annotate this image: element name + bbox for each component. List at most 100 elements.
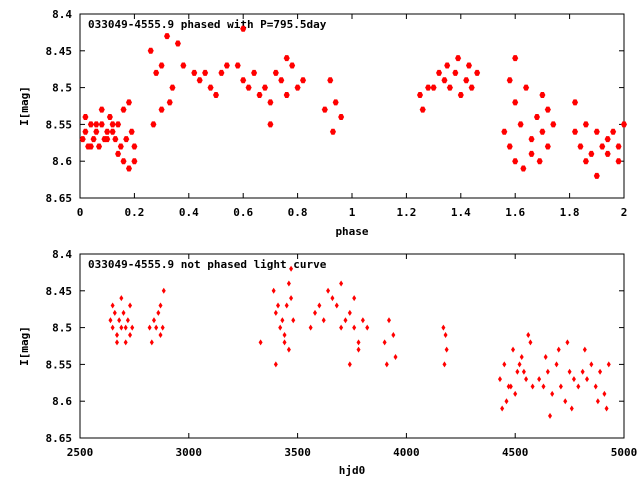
data-point [544, 143, 551, 150]
data-point [110, 302, 115, 309]
axis-ticks: 0 0.2 0.4 0.6 0.8 1 1.2 1.4 1.6 1.8 2 8.4 8.45 8.5 8.5… [46, 8, 628, 219]
data-point [537, 376, 542, 383]
data-point [563, 398, 568, 405]
data-point [294, 84, 301, 91]
data-point [280, 317, 285, 324]
data-point [87, 121, 94, 128]
data-point [93, 128, 100, 135]
data-point [571, 376, 576, 383]
y-tick-label: 8.65 [46, 432, 73, 445]
data-point [569, 405, 574, 412]
data-point [513, 390, 518, 397]
data-point [604, 405, 609, 412]
data-point [457, 91, 464, 98]
data-point [271, 287, 276, 294]
data-point [391, 331, 396, 338]
data-point [128, 128, 135, 135]
data-point [258, 339, 263, 346]
x-tick-label: 4000 [393, 446, 420, 459]
data-point [356, 339, 361, 346]
data-point [539, 128, 546, 135]
data-point [474, 69, 481, 76]
x-tick-label: 0.8 [288, 206, 308, 219]
x-tick-label: 0.4 [179, 206, 199, 219]
data-point [455, 55, 462, 62]
data-point [550, 390, 555, 397]
data-point [169, 84, 176, 91]
data-point [541, 383, 546, 390]
data-point [352, 324, 357, 331]
x-tick-label: 0 [77, 206, 84, 219]
data-point [585, 376, 590, 383]
y-axis-title: I[mag] [18, 86, 31, 126]
x-tick-label: 2500 [67, 446, 94, 459]
data-point [276, 302, 281, 309]
data-point [284, 302, 289, 309]
data-point [599, 143, 606, 150]
data-points [79, 25, 627, 179]
data-point [536, 158, 543, 165]
data-point [352, 295, 357, 302]
data-point [512, 55, 519, 62]
data-point [87, 143, 94, 150]
data-point [543, 354, 548, 361]
x-tick-label: 1.2 [396, 206, 416, 219]
data-point [123, 339, 128, 346]
data-point [286, 280, 291, 287]
data-point [593, 172, 600, 179]
data-point [291, 317, 296, 324]
data-point [442, 361, 447, 368]
data-point [554, 361, 559, 368]
data-point [79, 136, 86, 143]
data-point [110, 324, 115, 331]
data-point [151, 317, 156, 324]
data-point [356, 346, 361, 353]
data-point [615, 158, 622, 165]
x-axis-title: hjd0 [339, 464, 366, 477]
data-point [360, 317, 365, 324]
data-point [149, 339, 154, 346]
data-point [251, 69, 258, 76]
y-tick-label: 8.55 [46, 358, 73, 371]
data-point [621, 121, 627, 128]
data-point [154, 324, 159, 331]
data-point [273, 361, 278, 368]
data-point [164, 33, 171, 40]
data-point [150, 121, 157, 128]
phased-light-curve-panel: 033049-4555.9 phased with P=795.5day pha… [18, 8, 627, 238]
data-point [123, 136, 130, 143]
data-point [321, 106, 328, 113]
data-point [273, 309, 278, 316]
data-point [158, 302, 163, 309]
x-tick-label: 0.2 [124, 206, 144, 219]
data-point [441, 77, 448, 84]
data-point [202, 69, 209, 76]
data-point [589, 361, 594, 368]
data-point [213, 91, 219, 98]
data-point [444, 62, 451, 69]
data-point [502, 361, 507, 368]
x-tick-label: 1.6 [505, 206, 525, 219]
data-point [283, 55, 290, 62]
x-tick-label: 5000 [611, 446, 638, 459]
data-point [289, 62, 296, 69]
data-point [430, 84, 437, 91]
data-point [104, 128, 111, 135]
data-point [158, 331, 163, 338]
data-point [436, 69, 443, 76]
data-point [119, 324, 124, 331]
data-point [511, 346, 516, 353]
data-point [120, 158, 127, 165]
data-point [223, 62, 230, 69]
data-point [506, 143, 513, 150]
data-point [156, 309, 161, 316]
y-tick-label: 8.4 [52, 248, 72, 261]
data-point [300, 77, 307, 84]
data-point [577, 143, 584, 150]
data-point [497, 376, 502, 383]
data-point [521, 368, 526, 375]
data-point [365, 324, 370, 331]
data-point [234, 62, 241, 69]
data-point [147, 47, 154, 54]
data-point [119, 295, 124, 302]
